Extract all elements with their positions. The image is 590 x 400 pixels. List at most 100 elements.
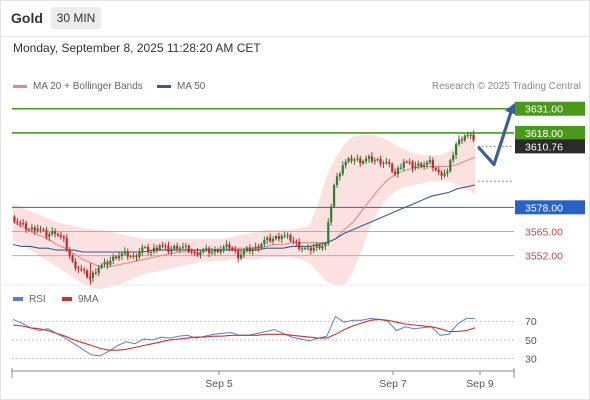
- level-tag-3578.00: [515, 200, 585, 215]
- candle-body: [239, 254, 243, 259]
- candle-body: [68, 249, 71, 256]
- candle-body: [16, 221, 19, 223]
- asset-title: Gold: [11, 10, 43, 26]
- candle-body: [443, 173, 446, 176]
- candle-body: [112, 256, 115, 261]
- candle-body: [306, 247, 310, 249]
- candle-body: [205, 248, 208, 250]
- candle-body: [120, 253, 124, 256]
- candle-body: [216, 249, 219, 252]
- candle-body: [359, 158, 362, 164]
- candle-body: [85, 270, 89, 278]
- rsi-label: RSI: [29, 294, 46, 305]
- candle-body: [330, 206, 333, 223]
- candle-body: [428, 160, 432, 163]
- candle-body: [411, 162, 414, 169]
- candle-body: [80, 268, 83, 270]
- rsi-tick-30: 30: [525, 354, 537, 366]
- candle-body: [335, 176, 339, 185]
- candle-body: [399, 167, 403, 169]
- candle-body: [117, 255, 121, 259]
- candle-body: [301, 248, 304, 250]
- candle-body: [237, 250, 240, 259]
- candle-body: [303, 248, 307, 250]
- candle-body: [440, 172, 443, 176]
- candle-body: [100, 264, 103, 268]
- candle-body: [341, 165, 344, 174]
- candle-body: [65, 238, 68, 250]
- candle-body: [42, 229, 45, 231]
- candle-body: [51, 231, 54, 234]
- candle-body: [45, 230, 48, 237]
- candle-body: [344, 161, 347, 166]
- candle-body: [155, 247, 158, 250]
- rsi-ma-swatch: [62, 297, 72, 302]
- candle-body: [219, 249, 222, 252]
- candle-body: [370, 156, 373, 162]
- legend-ma20: MA 20 + Bollinger Bands: [13, 81, 143, 92]
- candle-body: [106, 261, 109, 265]
- datetime-label: Monday, September 8, 2025 11:28:20 AM CE…: [13, 41, 261, 55]
- candle-body: [254, 246, 257, 249]
- level-tag-3631.00: [515, 101, 585, 116]
- candle-body: [132, 255, 135, 257]
- candle-body: [396, 167, 400, 174]
- candle-body: [420, 163, 423, 168]
- timeframe-button[interactable]: 30 MIN: [51, 7, 101, 29]
- x-axis-label-Sep 9: Sep 9: [466, 378, 494, 390]
- candle-body: [164, 245, 167, 247]
- candle-body: [298, 242, 301, 249]
- candle-body: [161, 245, 164, 247]
- candle-body: [173, 245, 176, 249]
- candle-body: [178, 247, 182, 249]
- candle-body: [181, 246, 185, 248]
- candle-body: [315, 244, 318, 248]
- candles-group: [13, 130, 475, 283]
- candle-body: [97, 267, 100, 274]
- candle-body: [446, 171, 449, 174]
- candle-body: [434, 168, 437, 171]
- candle-body: [135, 255, 138, 257]
- scenario-arrowhead: [505, 102, 516, 115]
- candle-body: [77, 268, 80, 270]
- bollinger-band: [13, 129, 475, 290]
- candle-body: [362, 161, 365, 164]
- candle-body: [152, 247, 156, 252]
- candle-body: [271, 238, 275, 242]
- candle-body: [376, 159, 379, 161]
- candle-body: [24, 223, 28, 230]
- candle-body: [257, 246, 260, 249]
- candle-body: [455, 144, 458, 156]
- legend-rsi-ma: 9MA: [62, 294, 99, 305]
- candle-body: [176, 245, 179, 249]
- ma50-swatch: [157, 84, 171, 88]
- candle-body: [22, 223, 25, 225]
- level-label-3565.00: 3565.00: [525, 227, 563, 239]
- candle-body: [402, 161, 405, 168]
- candle-body: [347, 158, 350, 162]
- candle-body: [231, 248, 234, 250]
- candle-body: [149, 251, 153, 253]
- candle-body: [260, 244, 263, 249]
- candle-body: [27, 229, 31, 231]
- rsi-swatch: [13, 297, 23, 302]
- candle-body: [213, 249, 217, 252]
- candle-body: [39, 228, 42, 230]
- candle-body: [59, 235, 63, 237]
- candle-body: [33, 227, 36, 231]
- candle-body: [373, 160, 376, 162]
- rsi-tick-70: 70: [525, 316, 537, 328]
- candle-body: [225, 244, 228, 247]
- candle-body: [431, 160, 434, 169]
- candle-body: [228, 244, 231, 249]
- candle-body: [263, 239, 266, 245]
- candle-body: [190, 251, 193, 253]
- candle-body: [222, 246, 225, 250]
- level-label-3578.00: 3578.00: [525, 202, 563, 214]
- candle-body: [289, 235, 292, 241]
- candle-body: [405, 161, 408, 163]
- candle-body: [452, 155, 455, 161]
- candle-body: [460, 139, 464, 141]
- candle-body: [208, 248, 211, 254]
